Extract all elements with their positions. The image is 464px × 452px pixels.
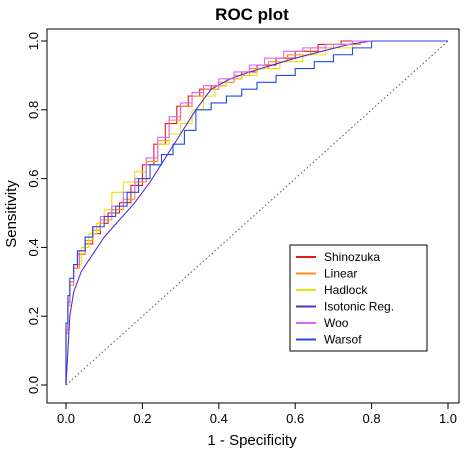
x-tick-label: 1.0 [439,411,457,426]
x-tick-label: 0.4 [210,411,228,426]
legend-label-linear: Linear [324,267,357,281]
legend-label-hadlock: Hadlock [324,283,368,297]
y-tick-label: 0.4 [26,238,41,256]
x-tick-label: 0.0 [57,411,75,426]
x-axis-label: 1 - Specificity [207,432,297,449]
x-tick-label: 0.6 [286,411,304,426]
y-tick-label: 0.8 [26,101,41,119]
roc-curve-isotonic-reg [65,40,448,386]
legend-label-isotonic-reg: Isotonic Reg. [324,300,394,314]
plot-area: 0.0 0.2 0.4 0.6 0.8 1.0 0.0 0.2 0.4 0.6 0.8 1.0 [26,28,460,426]
chart-title: ROC plot [215,5,289,24]
y-axis-label: Sensitivity [3,180,20,248]
x-tick-label: 0.8 [363,411,381,426]
plot-frame [46,28,460,404]
legend: Shinozuka Linear Hadlock Isotonic Reg. Woo Wa… [289,244,428,352]
roc-curve-woo [65,40,448,385]
chance-diagonal-line [65,40,449,386]
y-tick-label: 0.2 [26,307,41,325]
legend-label-woo: Woo [324,316,349,330]
x-tick-label: 0.2 [133,411,151,426]
y-tick-label: 0.0 [26,376,41,394]
legend-label-shinozuka: Shinozuka [324,250,380,264]
roc-curve-warsof [65,40,448,385]
y-tick-label: 0.6 [26,170,41,188]
roc-curve-hadlock [65,40,448,385]
y-tick-label: 1.0 [26,32,41,50]
legend-label-warsof: Warsof [324,333,362,347]
legend-box [289,244,428,352]
